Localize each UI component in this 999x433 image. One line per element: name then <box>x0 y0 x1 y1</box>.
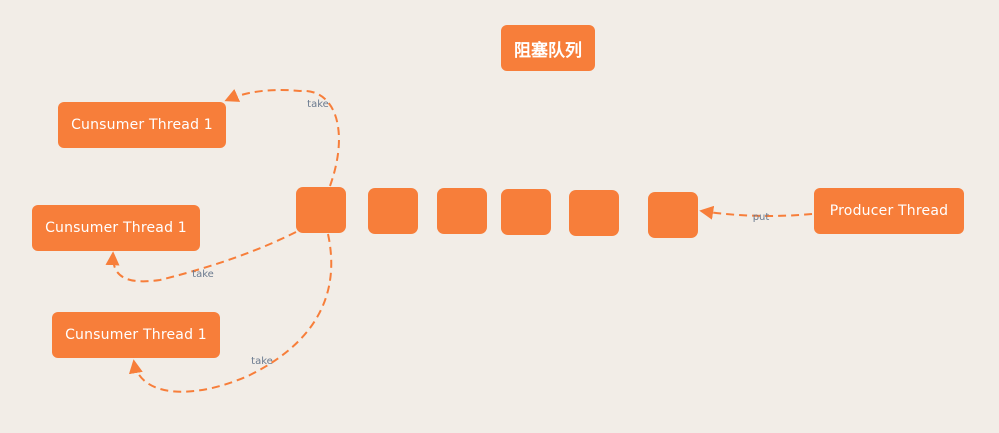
edge-take-consumer-2 <box>105 231 297 283</box>
consumer-thread-node-1[interactable]: Cunsumer Thread 1 <box>58 102 226 148</box>
edge-label-put: put <box>753 212 770 223</box>
queue-slot-5[interactable] <box>569 190 619 236</box>
consumer-thread-node-2[interactable]: Cunsumer Thread 1 <box>32 205 200 251</box>
edge-label-take-1: take <box>307 99 329 110</box>
edge-label-take-3: take <box>251 356 273 367</box>
queue-slot-3[interactable] <box>437 188 487 234</box>
queue-slot-4[interactable] <box>501 189 551 235</box>
edge-take-consumer-1 <box>224 89 340 187</box>
title-node[interactable]: 阻塞队列 <box>501 25 595 71</box>
consumer-thread-node-3[interactable]: Cunsumer Thread 1 <box>52 312 220 358</box>
edge-label-take-2: take <box>192 269 214 280</box>
edge-put-producer <box>699 205 813 220</box>
queue-slot-6[interactable] <box>648 192 698 238</box>
queue-slot-1[interactable] <box>296 187 346 233</box>
queue-slot-2[interactable] <box>368 188 418 234</box>
edge-take-consumer-3 <box>128 233 333 393</box>
producer-thread-node[interactable]: Producer Thread <box>814 188 964 234</box>
